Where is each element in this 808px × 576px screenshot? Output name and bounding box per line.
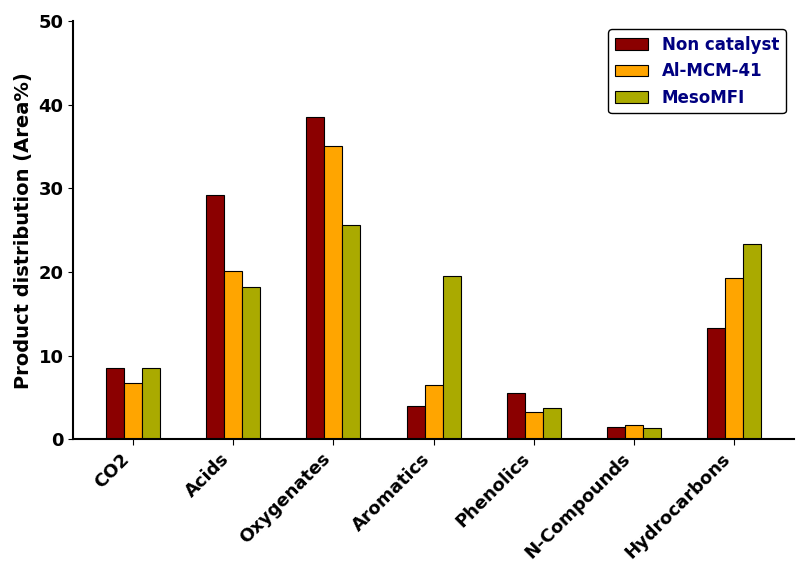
Bar <box>106 368 124 439</box>
Bar <box>525 412 543 439</box>
Bar <box>507 393 525 439</box>
Bar <box>625 425 643 439</box>
Bar <box>643 428 661 439</box>
Bar <box>726 278 743 439</box>
Bar <box>124 384 142 439</box>
Bar <box>406 406 425 439</box>
Bar <box>142 368 160 439</box>
Bar <box>743 244 761 439</box>
Bar <box>707 328 726 439</box>
Bar <box>324 146 343 439</box>
Bar <box>224 271 242 439</box>
Bar <box>443 276 461 439</box>
Bar <box>543 408 561 439</box>
Legend: Non catalyst, Al-MCM-41, MesoMFI: Non catalyst, Al-MCM-41, MesoMFI <box>608 29 785 113</box>
Bar <box>306 117 324 439</box>
Bar <box>607 427 625 439</box>
Bar <box>206 195 224 439</box>
Bar <box>343 225 360 439</box>
Y-axis label: Product distribution (Area%): Product distribution (Area%) <box>14 72 33 389</box>
Bar <box>425 385 443 439</box>
Bar <box>242 287 260 439</box>
